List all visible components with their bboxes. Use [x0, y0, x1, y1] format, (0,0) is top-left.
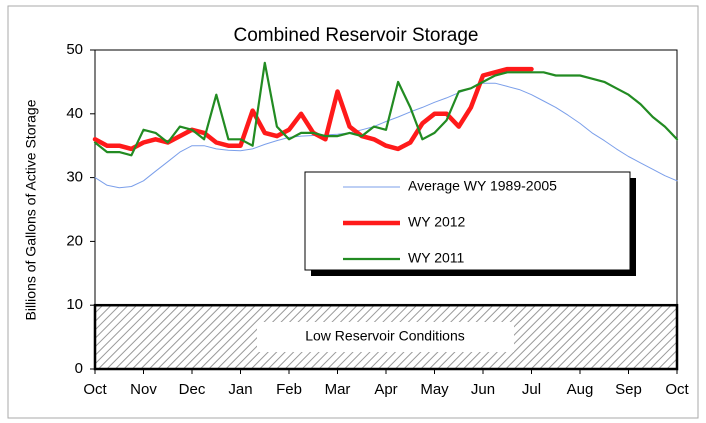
chart-title: Combined Reservoir Storage [233, 25, 478, 46]
x-tick-label: Feb [276, 381, 302, 398]
frame [7, 5, 699, 419]
x-tick-label: Jul [522, 381, 541, 398]
x-tick-label: Mar [325, 381, 351, 398]
x-tick-label: Jan [228, 381, 252, 398]
x-tick-label: Oct [83, 381, 107, 398]
low-band-label: Low Reservoir Conditions [305, 328, 465, 344]
x-tick-label: Sep [615, 381, 642, 398]
y-tick-label: 0 [75, 360, 83, 377]
y-axis-label: Billions of Gallons of Active Storage [23, 99, 39, 320]
y-tick-label: 50 [66, 41, 83, 58]
y-tick-label: 20 [66, 232, 83, 249]
series-line [93, 61, 679, 157]
y-tick-label: 40 [66, 105, 83, 122]
low-band-label-box [257, 322, 514, 352]
legend-label: WY 2011 [408, 250, 465, 266]
x-tick-label: Apr [374, 381, 397, 398]
series-line [94, 82, 678, 189]
y-tick-label: 30 [66, 169, 83, 186]
x-tick-label: Aug [567, 381, 594, 398]
x-tick-label: Dec [179, 381, 206, 398]
y-tick-label: 10 [66, 296, 83, 313]
x-tick-label: Nov [130, 381, 157, 398]
x-tick-label: Oct [665, 381, 689, 398]
x-tick-label: Jun [471, 381, 495, 398]
legend-label: Average WY 1989-2005 [408, 178, 557, 194]
legend-label: WY 2012 [408, 214, 466, 230]
x-tick-label: May [420, 381, 449, 398]
